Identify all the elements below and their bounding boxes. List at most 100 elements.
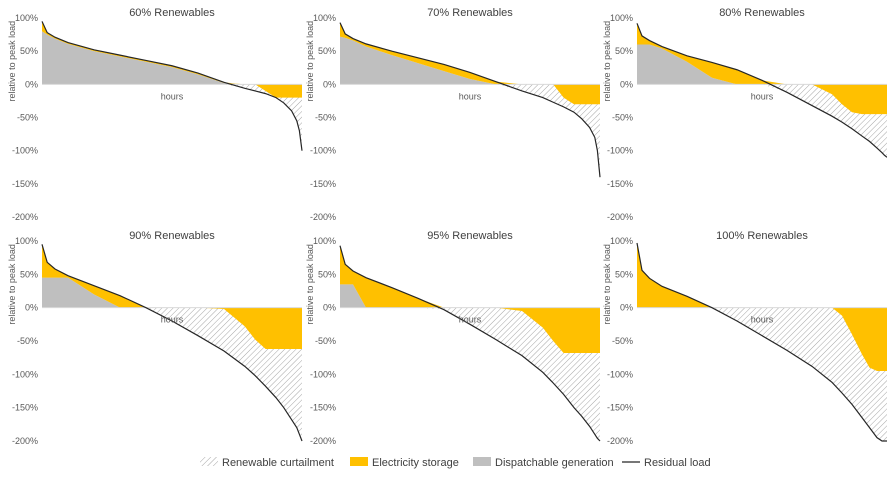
y-tick-label: -200% [607,436,633,446]
y-tick-label: -50% [315,113,336,123]
y-tick-label: 50% [615,269,633,279]
y-tick-label: -200% [12,436,38,446]
chart-title: 95% Renewables [427,230,513,242]
y-tick-label: -150% [12,403,38,413]
curtailment-area [637,307,887,441]
y-tick-label: -100% [310,369,336,379]
x-axis-label: hours [751,315,774,325]
chart-title: 100% Renewables [716,230,808,242]
y-tick-label: 0% [25,303,38,313]
y-tick-label: -200% [310,212,336,222]
storage-discharging-area [340,84,600,105]
residual-load-line [636,242,887,442]
curtailment-area [637,84,887,158]
chart-panel: 100% 50% 0% -50% -100% -150% -200% 95% Renewabl… [305,230,601,446]
curtailment-area [340,307,600,441]
storage-discharging-area [637,84,887,115]
y-tick-label: 0% [323,79,336,89]
chart-title: 90% Renewables [129,230,215,242]
y-axis-label: relative to peak load [7,244,17,325]
y-tick-label: 0% [323,303,336,313]
y-tick-label: 100% [15,236,38,246]
y-axis-label: relative to peak load [7,21,17,102]
y-tick-label: -100% [310,146,336,156]
storage-charging-area [340,245,600,308]
chart-title: 60% Renewables [129,7,215,19]
y-tick-label: 50% [318,269,336,279]
y-tick-label: -50% [612,113,633,123]
y-axis-label: relative to peak load [305,244,315,325]
storage-charging-area [637,23,887,85]
x-axis-label: hours [161,315,184,325]
storage-discharging-area [637,307,887,371]
y-tick-label: 100% [313,13,336,23]
dispatchable-generation-area [637,44,887,85]
y-axis-label: relative to peak load [602,244,612,325]
dispatchable-generation-area [42,277,302,308]
storage-discharging-area [340,307,600,353]
residual-load-line [339,245,601,442]
storage-discharging-area [42,84,302,98]
x-axis-label: hours [751,91,774,101]
y-tick-label: 0% [25,79,38,89]
residual-load-line [636,23,887,158]
dispatchable-generation-area [340,36,600,85]
y-tick-label: -50% [17,113,38,123]
y-tick-label: 50% [318,46,336,56]
y-tick-label: -50% [17,336,38,346]
chart-panel: 100% 50% 0% -50% -100% -150% -200% 60% Renewabl… [7,7,303,222]
y-tick-label: -200% [12,212,38,222]
chart-panel: 100% 50% 0% -50% -100% -150% -200% 80% Renewabl… [602,7,887,222]
y-tick-label: -50% [315,336,336,346]
legend-item-dispatchable: Dispatchable generation [473,457,614,469]
dispatchable-generation-area [42,31,302,85]
y-tick-label: -150% [607,179,633,189]
legend-item-storage: Electricity storage [350,457,459,469]
y-tick-label: 100% [15,13,38,23]
y-tick-label: 0% [620,303,633,313]
y-axis-label: relative to peak load [305,21,315,102]
chart-legend: Renewable curtailment Electricity storage… [200,457,711,469]
y-tick-label: -100% [12,146,38,156]
residual-load-line [339,22,601,178]
y-tick-label: 100% [610,13,633,23]
y-tick-label: -100% [12,369,38,379]
y-tick-label: -150% [12,179,38,189]
y-tick-label: 0% [620,79,633,89]
y-tick-label: -100% [607,146,633,156]
y-axis-label: relative to peak load [602,21,612,102]
x-axis-label: hours [459,315,482,325]
y-tick-label: -150% [310,179,336,189]
y-tick-label: -150% [607,403,633,413]
residual-load-line [41,21,303,151]
storage-discharging-area [42,307,302,349]
legend-swatch [473,457,491,466]
chart-title: 70% Renewables [427,7,513,19]
x-axis-label: hours [161,91,184,101]
y-tick-label: 50% [20,46,38,56]
legend-swatch [200,457,218,466]
y-tick-label: 50% [20,269,38,279]
y-tick-label: 50% [615,46,633,56]
curtailment-area [42,307,302,441]
storage-charging-area [42,244,302,308]
y-tick-label: -200% [607,212,633,222]
storage-charging-area [637,243,887,308]
legend-item-residual: Residual load [622,457,711,469]
x-axis-label: hours [459,91,482,101]
legend-label: Residual load [644,457,711,469]
chart-panel: 100% 50% 0% -50% -100% -150% -200% 70% Renewabl… [305,7,601,222]
y-tick-label: -200% [310,436,336,446]
chart-title: 80% Renewables [719,7,805,19]
chart-panel: 100% 50% 0% -50% -100% -150% -200% 100% Renewab… [602,230,887,446]
y-tick-label: 100% [610,236,633,246]
residual-load-line [41,244,303,442]
legend-label: Dispatchable generation [495,457,614,469]
y-tick-label: -50% [612,336,633,346]
y-tick-label: 100% [313,236,336,246]
chart-panel: 100% 50% 0% -50% -100% -150% -200% 90% Renewabl… [7,230,303,446]
legend-label: Electricity storage [372,457,459,469]
y-tick-label: -150% [310,403,336,413]
legend-swatch [350,457,368,466]
